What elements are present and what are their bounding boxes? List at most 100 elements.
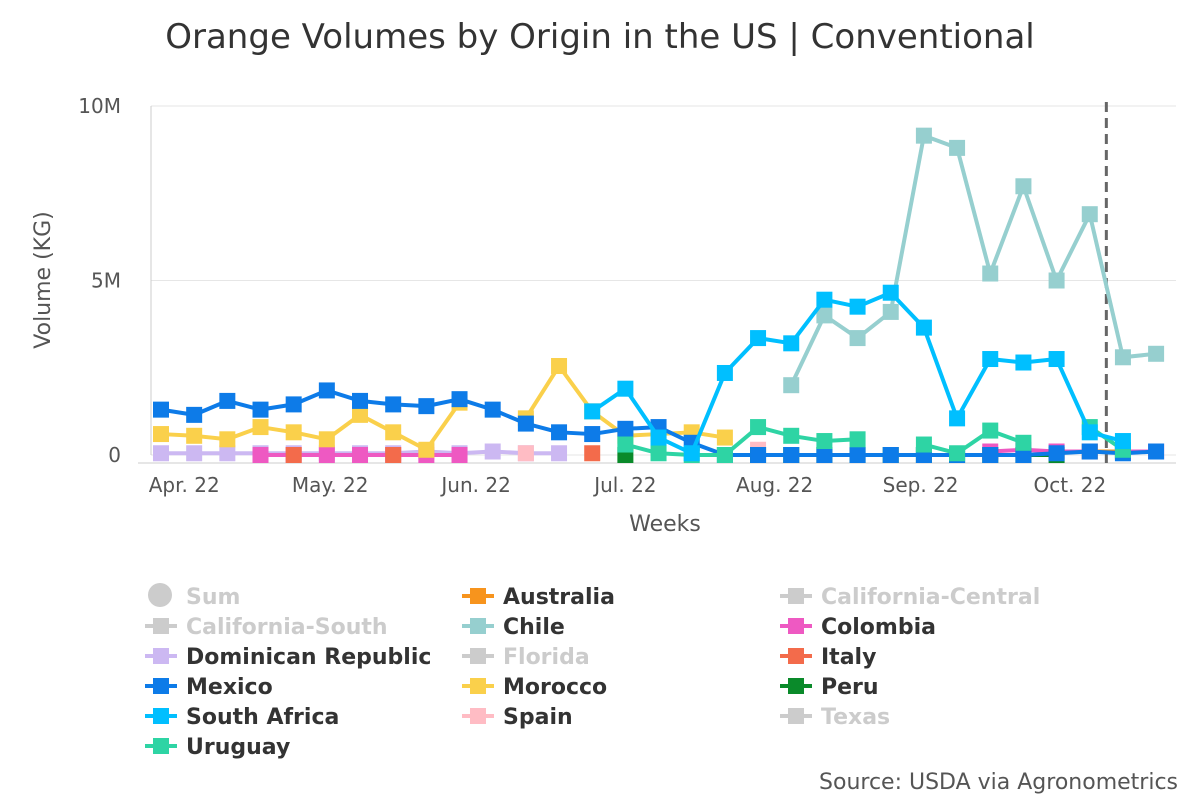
data-point-uruguay[interactable]	[982, 422, 999, 439]
data-point-italy[interactable]	[285, 447, 302, 463]
data-point-mexico[interactable]	[750, 447, 767, 463]
data-point-south-africa[interactable]	[1114, 433, 1131, 450]
data-point-chile[interactable]	[949, 139, 966, 156]
legend-item-morocco[interactable]: Morocco	[462, 675, 607, 700]
legend-item-uruguay[interactable]: Uruguay	[145, 735, 290, 760]
data-point-uruguay[interactable]	[750, 419, 767, 436]
data-point-mexico[interactable]	[783, 447, 800, 463]
data-point-morocco[interactable]	[385, 424, 402, 441]
data-point-south-africa[interactable]	[982, 351, 999, 368]
data-point-uruguay[interactable]	[716, 447, 733, 463]
data-point-south-africa[interactable]	[750, 330, 767, 347]
data-point-mexico[interactable]	[551, 424, 568, 441]
data-point-morocco[interactable]	[551, 358, 568, 375]
data-point-morocco[interactable]	[219, 431, 236, 448]
series-mexico[interactable]	[153, 382, 1165, 463]
data-point-uruguay[interactable]	[650, 445, 667, 462]
legend-item-south-africa[interactable]: South Africa	[145, 705, 339, 730]
data-point-mexico[interactable]	[352, 392, 369, 409]
data-point-spain[interactable]	[517, 445, 534, 462]
data-point-chile[interactable]	[1148, 345, 1165, 362]
legend-item-florida[interactable]: Florida	[462, 645, 590, 670]
data-point-mexico[interactable]	[1148, 443, 1165, 460]
data-point-south-africa[interactable]	[1048, 351, 1065, 368]
data-point-chile[interactable]	[816, 307, 833, 324]
data-point-mexico[interactable]	[318, 382, 335, 399]
data-point-italy[interactable]	[385, 447, 402, 463]
data-point-uruguay[interactable]	[617, 436, 634, 453]
data-point-colombia[interactable]	[252, 447, 269, 463]
data-point-morocco[interactable]	[352, 406, 369, 423]
legend-item-spain[interactable]: Spain	[462, 705, 573, 730]
data-point-mexico[interactable]	[1015, 447, 1032, 463]
legend-item-colombia[interactable]: Colombia	[780, 615, 936, 640]
data-point-mexico[interactable]	[816, 447, 833, 463]
data-point-south-africa[interactable]	[584, 403, 601, 420]
legend-item-mexico[interactable]: Mexico	[145, 675, 273, 700]
data-point-uruguay[interactable]	[1015, 434, 1032, 451]
series-south-africa[interactable]	[584, 284, 1131, 462]
data-point-chile[interactable]	[882, 303, 899, 320]
data-point-chile[interactable]	[1015, 178, 1032, 195]
data-point-south-africa[interactable]	[650, 429, 667, 446]
legend-item-australia[interactable]: Australia	[462, 585, 615, 610]
data-point-chile[interactable]	[915, 127, 932, 144]
data-point-mexico[interactable]	[186, 406, 203, 423]
data-point-mexico[interactable]	[1048, 445, 1065, 462]
data-point-south-africa[interactable]	[915, 319, 932, 336]
data-point-mexico[interactable]	[517, 415, 534, 432]
data-point-south-africa[interactable]	[1015, 354, 1032, 371]
data-point-chile[interactable]	[849, 330, 866, 347]
data-point-uruguay[interactable]	[783, 427, 800, 444]
data-point-italy[interactable]	[584, 445, 601, 462]
data-point-south-africa[interactable]	[716, 364, 733, 381]
series-italy[interactable]	[285, 445, 601, 463]
data-point-south-africa[interactable]	[949, 410, 966, 427]
data-point-mexico[interactable]	[982, 447, 999, 463]
legend-item-california-south[interactable]: California-South	[145, 615, 388, 640]
data-point-dominican-republic[interactable]	[186, 445, 203, 462]
data-point-south-africa[interactable]	[882, 284, 899, 301]
legend-item-dominican-republic[interactable]: Dominican Republic	[145, 645, 431, 670]
data-point-chile[interactable]	[1048, 272, 1065, 289]
data-point-morocco[interactable]	[186, 427, 203, 444]
data-point-mexico[interactable]	[484, 401, 501, 418]
data-point-dominican-republic[interactable]	[153, 445, 169, 462]
data-point-south-africa[interactable]	[1081, 424, 1098, 441]
data-point-morocco[interactable]	[418, 441, 435, 458]
data-point-morocco[interactable]	[252, 419, 269, 436]
source-credit[interactable]: Source: USDA via Agronometrics	[819, 770, 1178, 795]
legend-item-texas[interactable]: Texas	[780, 705, 890, 730]
legend-item-peru[interactable]: Peru	[780, 675, 879, 700]
legend-item-italy[interactable]: Italy	[780, 645, 876, 670]
data-point-mexico[interactable]	[849, 447, 866, 463]
data-point-dominican-republic[interactable]	[484, 443, 501, 460]
data-point-chile[interactable]	[1114, 349, 1131, 366]
series-chile[interactable]	[783, 127, 1165, 394]
legend-item-sum[interactable]: Sum	[148, 583, 240, 610]
data-point-mexico[interactable]	[584, 426, 601, 443]
series-morocco[interactable]	[153, 358, 733, 458]
legend-item-chile[interactable]: Chile	[462, 615, 565, 640]
data-point-south-africa[interactable]	[816, 291, 833, 308]
data-point-colombia[interactable]	[352, 447, 369, 463]
legend-item-california-central[interactable]: California-Central	[780, 585, 1040, 610]
data-point-mexico[interactable]	[219, 392, 236, 409]
data-point-dominican-republic[interactable]	[219, 445, 236, 462]
data-point-mexico[interactable]	[1081, 443, 1098, 460]
data-point-mexico[interactable]	[451, 391, 468, 408]
data-point-uruguay[interactable]	[949, 445, 966, 462]
data-point-uruguay[interactable]	[849, 431, 866, 448]
data-point-colombia[interactable]	[451, 447, 468, 463]
data-point-chile[interactable]	[982, 265, 999, 282]
series-uruguay[interactable]	[617, 419, 1131, 463]
data-point-mexico[interactable]	[617, 420, 634, 437]
data-point-uruguay[interactable]	[915, 436, 932, 453]
data-point-south-africa[interactable]	[849, 298, 866, 315]
data-point-mexico[interactable]	[153, 401, 169, 418]
data-point-south-africa[interactable]	[783, 335, 800, 352]
data-point-colombia[interactable]	[318, 447, 335, 463]
data-point-dominican-republic[interactable]	[551, 445, 568, 462]
data-point-south-africa[interactable]	[617, 380, 634, 397]
data-point-mexico[interactable]	[882, 447, 899, 463]
